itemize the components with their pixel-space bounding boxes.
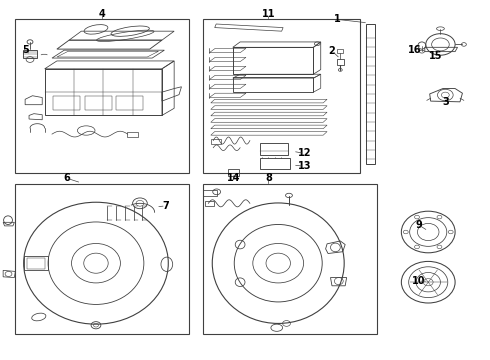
Text: 7: 7 bbox=[163, 201, 169, 211]
Text: 8: 8 bbox=[265, 173, 272, 183]
Bar bbox=[366, 24, 375, 164]
Text: 2: 2 bbox=[329, 46, 335, 56]
Bar bbox=[23, 50, 37, 58]
Bar bbox=[205, 201, 214, 206]
Bar bbox=[233, 47, 314, 74]
Text: 4: 4 bbox=[99, 9, 106, 19]
Bar bbox=[228, 169, 239, 176]
Bar bbox=[15, 19, 189, 173]
Text: 14: 14 bbox=[227, 173, 241, 183]
Text: 12: 12 bbox=[298, 148, 311, 158]
Text: 11: 11 bbox=[262, 9, 275, 19]
Bar bbox=[26, 258, 45, 269]
Bar bbox=[15, 184, 189, 334]
Bar bbox=[53, 96, 80, 110]
Bar bbox=[116, 96, 143, 110]
Text: 10: 10 bbox=[412, 276, 425, 286]
Text: 3: 3 bbox=[442, 97, 449, 107]
Bar bbox=[203, 190, 217, 196]
Bar bbox=[203, 19, 360, 173]
Bar bbox=[337, 59, 343, 65]
Text: 6: 6 bbox=[63, 173, 70, 183]
Text: 1: 1 bbox=[334, 14, 340, 24]
Bar bbox=[211, 139, 220, 144]
Bar bbox=[127, 132, 138, 137]
Bar bbox=[337, 49, 343, 53]
Bar bbox=[24, 256, 48, 270]
Bar bbox=[233, 77, 314, 92]
Bar bbox=[260, 158, 290, 169]
Text: 9: 9 bbox=[415, 220, 422, 230]
Text: 13: 13 bbox=[298, 161, 311, 171]
Text: 5: 5 bbox=[23, 45, 29, 55]
Bar bbox=[260, 143, 288, 155]
Text: 15: 15 bbox=[429, 50, 442, 60]
Text: 16: 16 bbox=[408, 45, 421, 55]
Bar bbox=[203, 184, 377, 334]
Bar bbox=[85, 96, 112, 110]
